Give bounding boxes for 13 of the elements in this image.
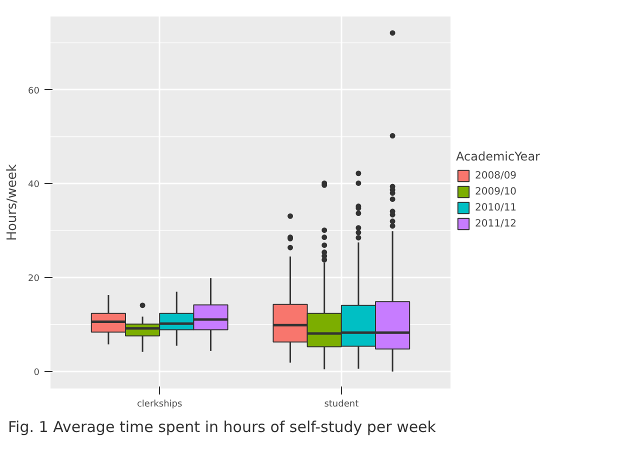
legend-label: 2008/09 [475,170,517,181]
x-tick-label: student [324,400,360,410]
y-tick-label: 40 [28,180,40,190]
legend-label: 2009/10 [475,186,517,197]
legend-label: 2011/12 [475,218,517,229]
y-axis-title: Hours/week [5,164,20,241]
y-tick-label: 20 [28,274,40,284]
y-tick-label: 0 [34,368,40,378]
x-tick-label: clerkships [136,400,182,410]
y-tick-label: 60 [28,86,40,96]
legend-title: AcademicYear [456,150,540,164]
caption: Fig. 1 Average time spent in hours of self-study per week [8,417,436,438]
legend-label: 2010/11 [475,202,517,213]
